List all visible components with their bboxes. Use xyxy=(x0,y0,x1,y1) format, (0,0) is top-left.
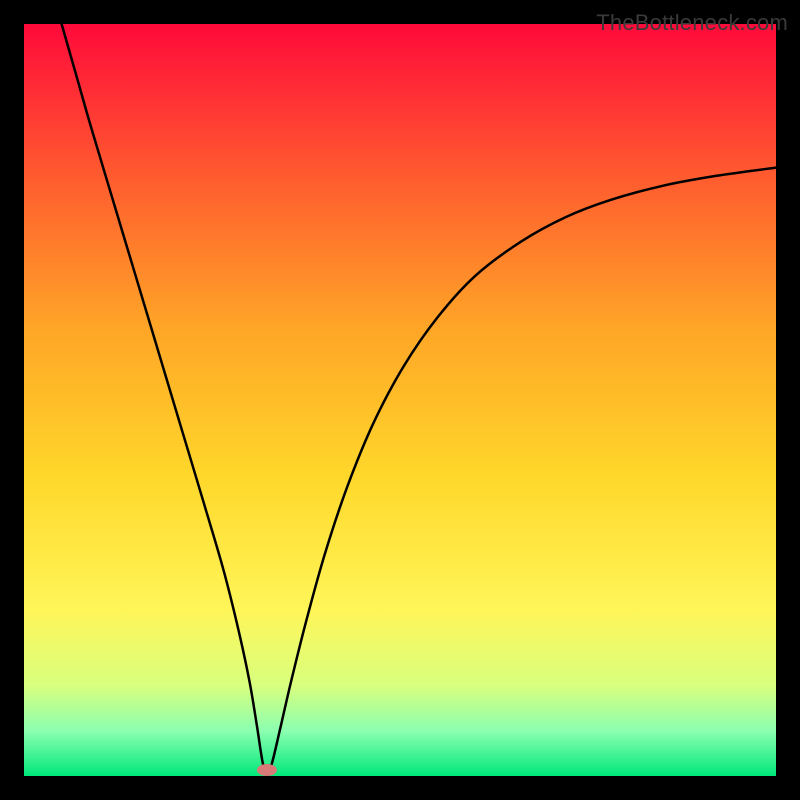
chart-background xyxy=(24,24,776,776)
optimal-point-marker xyxy=(257,764,277,776)
bottleneck-curve-chart xyxy=(0,0,800,800)
watermark-text: TheBottleneck.com xyxy=(596,10,788,36)
chart-canvas: TheBottleneck.com xyxy=(0,0,800,800)
